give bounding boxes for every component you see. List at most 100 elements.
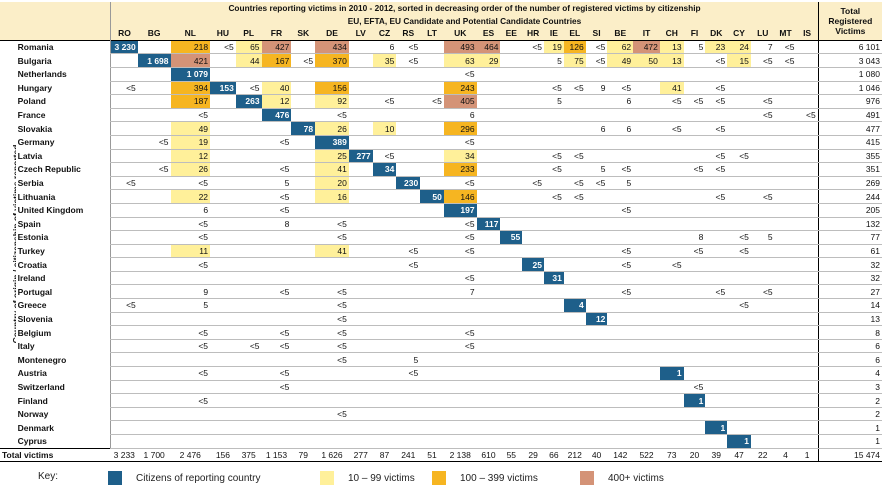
cell-mt: <5 bbox=[774, 53, 797, 68]
cell-uk bbox=[443, 298, 477, 313]
cell-nl: 1 079 bbox=[170, 67, 211, 82]
cell-lv bbox=[348, 67, 373, 82]
cell-bg bbox=[137, 380, 171, 395]
cell-be bbox=[607, 407, 634, 422]
cell-lu bbox=[750, 407, 775, 422]
cell-bg bbox=[137, 407, 171, 422]
row-label: United Kingdom bbox=[17, 205, 84, 216]
cell-bg bbox=[137, 149, 171, 164]
cell-fi bbox=[683, 257, 706, 272]
legend: Key: Citizens of reporting country 10 – … bbox=[0, 468, 882, 490]
cell-nl bbox=[170, 380, 211, 395]
table-row: Lithuania 22 <5 16 50 146 <5 <5 <5 <5 244 bbox=[0, 189, 882, 204]
cell-ee: 55 bbox=[500, 230, 523, 245]
cell-ie: <5 bbox=[544, 81, 564, 96]
cell-mt bbox=[774, 67, 797, 82]
column-total-lt: 51 bbox=[420, 447, 444, 462]
cell-es bbox=[476, 271, 501, 286]
cell-hu bbox=[210, 284, 236, 300]
cell-pl bbox=[235, 380, 262, 395]
cell-dk bbox=[705, 434, 728, 449]
cell-hu bbox=[210, 149, 236, 164]
cell-lu bbox=[750, 434, 775, 449]
cell-fr bbox=[261, 149, 292, 164]
cell-mt bbox=[774, 121, 797, 136]
cell-de bbox=[315, 271, 349, 286]
table-row: Spain <5 8 <5 <5 117 132 bbox=[0, 217, 882, 232]
table-row: Croatia <5 <5 25 <5 <5 32 bbox=[0, 257, 882, 272]
column-total-de: 1 626 bbox=[315, 447, 349, 462]
cell-ch bbox=[659, 67, 684, 82]
cell-ro bbox=[110, 162, 138, 177]
cell-cz bbox=[372, 257, 397, 272]
totals-label: Total victims bbox=[0, 447, 111, 462]
row-total: 6 101 bbox=[817, 40, 882, 55]
cell-de bbox=[315, 393, 349, 408]
cell-es bbox=[476, 176, 501, 191]
cell-fr bbox=[261, 67, 292, 82]
cell-si bbox=[585, 366, 608, 381]
cell-ie bbox=[544, 135, 564, 150]
cell-nl: <5 bbox=[170, 108, 211, 123]
cell-lt bbox=[420, 67, 444, 82]
cell-hr bbox=[522, 135, 545, 150]
table-row: Poland 187 263 12 92 <5 <5 405 5 6 <5 <5 <5 <5 976 bbox=[0, 94, 882, 109]
cell-dk bbox=[705, 244, 728, 259]
cell-lu bbox=[750, 217, 775, 232]
cell-nl: 218 bbox=[170, 40, 211, 55]
cell-it bbox=[633, 380, 660, 395]
cell-is bbox=[796, 271, 819, 286]
cell-mt bbox=[774, 393, 797, 408]
cell-dk bbox=[705, 203, 728, 218]
cell-ee bbox=[500, 284, 523, 300]
cell-lv bbox=[348, 434, 373, 449]
cell-mt bbox=[774, 298, 797, 313]
row-total: 4 bbox=[817, 366, 882, 381]
cell-uk: 63 bbox=[443, 53, 477, 68]
cell-hu bbox=[210, 420, 236, 435]
cell-bg: <5 bbox=[137, 162, 171, 177]
cell-cz bbox=[372, 325, 397, 340]
cell-hu bbox=[210, 298, 236, 313]
cell-lt bbox=[420, 230, 444, 245]
cell-rs bbox=[396, 271, 421, 286]
cell-el bbox=[563, 407, 586, 422]
cell-sk bbox=[291, 203, 316, 218]
cell-sk bbox=[291, 189, 316, 204]
cell-ee bbox=[500, 244, 523, 259]
cell-lu bbox=[750, 149, 775, 164]
cell-pl bbox=[235, 230, 262, 245]
table-row: France <5 476 <5 6 <5 <5 491 bbox=[0, 108, 882, 123]
cell-fi bbox=[683, 312, 706, 327]
cell-de bbox=[315, 434, 349, 449]
cell-lu: <5 bbox=[750, 284, 775, 300]
cell-nl: <5 bbox=[170, 339, 211, 354]
cell-rs bbox=[396, 94, 421, 109]
row-total: 6 bbox=[817, 339, 882, 354]
cell-pl bbox=[235, 325, 262, 340]
cell-be bbox=[607, 217, 634, 232]
cell-dk: <5 bbox=[705, 189, 728, 204]
cell-rs bbox=[396, 217, 421, 232]
cell-rs bbox=[396, 121, 421, 136]
cell-hr bbox=[522, 53, 545, 68]
column-header-hu: HU bbox=[216, 28, 230, 39]
cell-dk bbox=[705, 339, 728, 354]
cell-lv bbox=[348, 217, 373, 232]
cell-cz bbox=[372, 67, 397, 82]
cell-nl: <5 bbox=[170, 366, 211, 381]
cell-nl: <5 bbox=[170, 176, 211, 191]
cell-mt bbox=[774, 366, 797, 381]
cell-fi bbox=[683, 352, 706, 368]
cell-el bbox=[563, 203, 586, 218]
column-total-nl: 2 476 bbox=[170, 447, 211, 462]
cell-ie: 5 bbox=[544, 53, 564, 68]
cell-hu bbox=[210, 366, 236, 381]
cell-uk: <5 bbox=[443, 67, 477, 82]
cell-dk: 1 bbox=[705, 420, 728, 435]
cell-cz bbox=[372, 298, 397, 313]
cell-de: 434 bbox=[315, 40, 349, 55]
cell-mt bbox=[774, 271, 797, 286]
cell-el bbox=[563, 380, 586, 395]
cell-hu bbox=[210, 393, 236, 408]
